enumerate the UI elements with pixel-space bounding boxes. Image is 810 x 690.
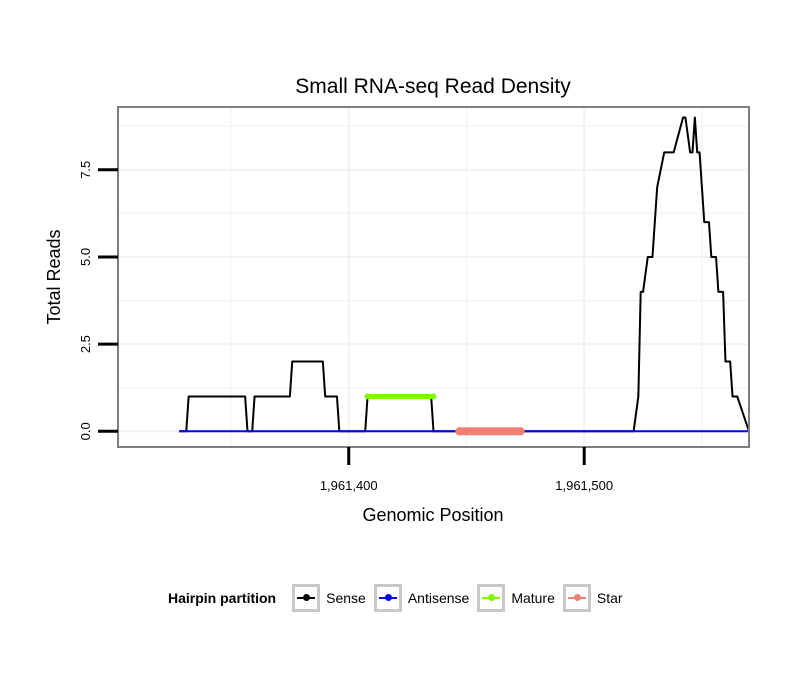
legend-key-star	[562, 584, 591, 612]
legend-item-sense: Sense	[292, 584, 366, 612]
legend-key-mature	[477, 584, 506, 612]
y-tick-label: 2.5	[78, 335, 93, 353]
y-tick-label: 0.0	[78, 422, 93, 440]
legend-item-mature: Mature	[477, 584, 555, 612]
legend-title: Hairpin partition	[168, 590, 277, 606]
x-axis: 1,961,400 1,961,500	[320, 447, 613, 493]
x-axis-label: Genomic Position	[362, 505, 503, 525]
legend-label-star: Star	[596, 590, 623, 606]
legend-item-antisense: Antisense	[373, 584, 470, 612]
legend: Hairpin partition Sense Antisense Mature…	[168, 582, 631, 614]
y-tick-label: 7.5	[78, 161, 93, 179]
series-line-sense	[179, 116, 750, 433]
legend-key-sense	[292, 584, 321, 612]
chart-title: Small RNA-seq Read Density	[295, 75, 571, 98]
y-tick-label: 5.0	[78, 248, 93, 266]
chart: Small RNA-seq Read Density 0.02.55.07.5 …	[44, 75, 750, 525]
plot-panel	[118, 107, 749, 447]
series-layer	[179, 116, 750, 436]
legend-label-mature: Mature	[511, 590, 555, 606]
legend-key-antisense	[373, 584, 402, 612]
legend-item-star: Star	[562, 584, 623, 612]
series-point-star	[516, 427, 525, 436]
legend-label-antisense: Antisense	[407, 590, 470, 606]
series-point-star	[455, 427, 464, 436]
y-axis-label: Total Reads	[44, 229, 64, 324]
series-point-mature	[430, 393, 437, 400]
series-point-mature	[364, 393, 371, 400]
x-tick-label: 1,961,500	[555, 478, 613, 493]
plot-border	[117, 106, 750, 448]
legend-label-sense: Sense	[326, 590, 366, 606]
y-axis: 0.0 2.5 5.0 7.5	[78, 161, 118, 440]
x-tick-label: 1,961,400	[320, 478, 378, 493]
